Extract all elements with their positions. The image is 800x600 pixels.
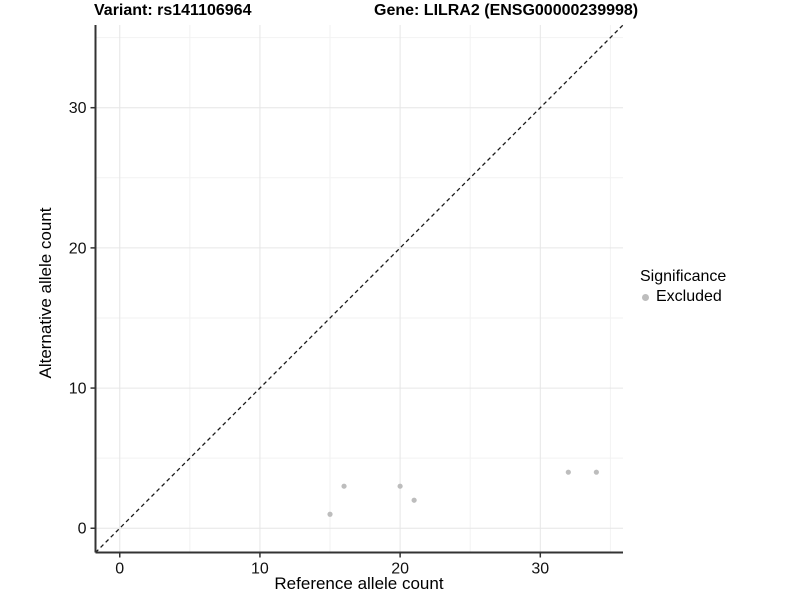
legend-item-excluded: Excluded — [640, 288, 726, 306]
data-point — [565, 469, 571, 475]
legend: Significance Excluded — [640, 268, 726, 306]
data-point — [397, 483, 403, 489]
plot-title-variant: Variant: rs141106964 — [94, 2, 252, 19]
x-tick-label: 0 — [115, 561, 124, 578]
x-tick-label: 20 — [391, 561, 409, 578]
data-point — [327, 511, 333, 517]
x-tick-label: 10 — [251, 561, 269, 578]
plot-title-gene: Gene: LILRA2 (ENSG00000239998) — [374, 2, 639, 19]
data-point — [411, 497, 417, 503]
y-tick-label: 30 — [69, 100, 87, 117]
x-tick-label: 30 — [531, 561, 549, 578]
y-tick-label: 0 — [78, 521, 87, 538]
y-tick-label: 20 — [69, 240, 87, 257]
data-point — [593, 469, 599, 475]
legend-title: Significance — [640, 268, 727, 285]
identity-dashed-line — [95, 24, 624, 553]
x-axis-title: Reference allele count — [274, 574, 444, 593]
legend-point-swatch — [642, 293, 649, 301]
legend-item-label: Excluded — [656, 288, 722, 305]
data-point — [341, 483, 347, 489]
y-tick-label: 10 — [69, 381, 87, 398]
